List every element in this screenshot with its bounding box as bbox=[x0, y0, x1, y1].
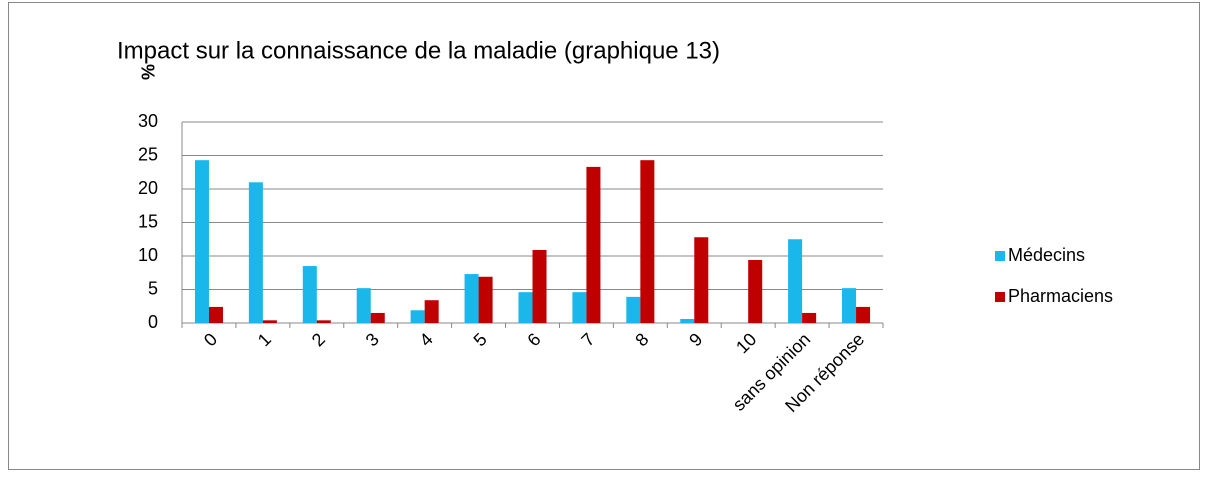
y-tick-label: 0 bbox=[148, 312, 158, 332]
legend-swatch bbox=[995, 292, 1005, 302]
chart-title: Impact sur la connaissance de la maladie… bbox=[117, 37, 720, 64]
bar bbox=[532, 249, 547, 323]
bar bbox=[410, 310, 425, 323]
bar bbox=[694, 237, 709, 323]
bar bbox=[640, 160, 655, 323]
bar bbox=[586, 166, 601, 323]
bar bbox=[788, 239, 803, 323]
y-tick-label: 25 bbox=[138, 144, 158, 164]
y-tick-label: 30 bbox=[138, 111, 158, 131]
y-tick-label: 20 bbox=[138, 178, 158, 198]
bar bbox=[748, 260, 763, 323]
legend-label: Pharmaciens bbox=[1008, 286, 1113, 306]
y-tick-label: 5 bbox=[148, 278, 158, 298]
bar bbox=[572, 292, 587, 323]
bar bbox=[518, 292, 533, 323]
bar bbox=[208, 306, 223, 323]
bar bbox=[680, 318, 695, 323]
bar bbox=[478, 276, 493, 323]
legend-swatch bbox=[995, 251, 1005, 261]
chart-border bbox=[8, 2, 1200, 470]
legend-label: Médecins bbox=[1008, 245, 1085, 265]
bar bbox=[356, 288, 371, 323]
bar bbox=[316, 320, 331, 323]
bar bbox=[856, 306, 871, 323]
bar bbox=[626, 296, 641, 323]
y-tick-label: 15 bbox=[138, 211, 158, 231]
bar bbox=[262, 320, 277, 323]
bar bbox=[370, 312, 385, 323]
bar bbox=[842, 288, 857, 323]
y-tick-label: 10 bbox=[138, 245, 158, 265]
bar bbox=[464, 274, 479, 323]
bar bbox=[248, 182, 263, 323]
y-axis-label: % bbox=[137, 64, 157, 80]
bar bbox=[194, 160, 209, 323]
bar bbox=[302, 266, 317, 323]
bar bbox=[802, 312, 817, 323]
bar bbox=[424, 300, 439, 323]
